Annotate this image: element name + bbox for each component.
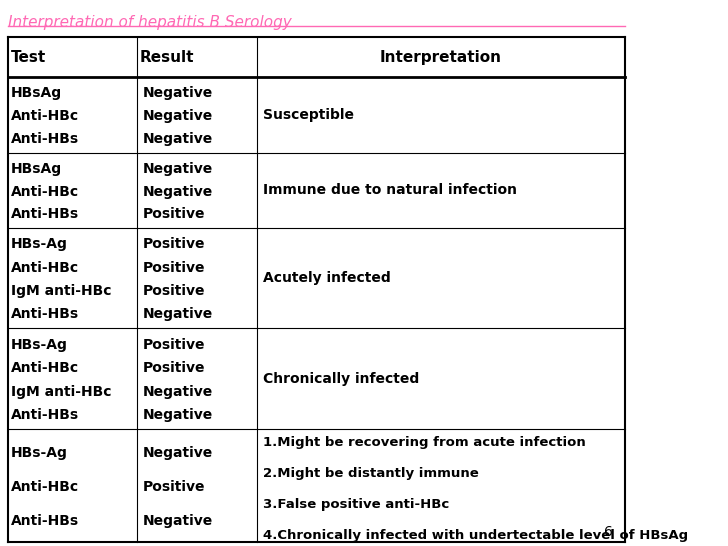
Text: Negative: Negative <box>143 514 213 529</box>
Text: Anti-HBc: Anti-HBc <box>11 261 79 275</box>
Text: HBsAg: HBsAg <box>11 86 62 100</box>
Text: Susceptible: Susceptible <box>263 108 354 122</box>
Text: 3.False positive anti-HBc: 3.False positive anti-HBc <box>263 498 449 511</box>
Text: Positive: Positive <box>143 284 206 298</box>
Text: Negative: Negative <box>143 132 213 146</box>
Text: Anti-HBc: Anti-HBc <box>11 109 79 123</box>
Text: Positive: Positive <box>143 261 206 275</box>
Text: Negative: Negative <box>143 109 213 123</box>
Text: Positive: Positive <box>143 361 206 375</box>
Text: Negative: Negative <box>143 408 213 422</box>
Text: Negative: Negative <box>143 307 213 322</box>
Text: Negative: Negative <box>143 162 213 176</box>
Text: Positive: Positive <box>143 338 206 352</box>
Text: Acutely infected: Acutely infected <box>263 271 391 286</box>
Text: Interpretation: Interpretation <box>380 50 502 64</box>
Text: Anti-HBs: Anti-HBs <box>11 132 79 146</box>
Text: Negative: Negative <box>143 86 213 100</box>
Text: 4.Chronically infected with undertectable level of HBsAg: 4.Chronically infected with undertectabl… <box>263 529 688 542</box>
Text: Positive: Positive <box>143 238 206 251</box>
Text: Test: Test <box>11 50 46 64</box>
Text: Anti-HBs: Anti-HBs <box>11 207 79 221</box>
Text: Positive: Positive <box>143 480 206 494</box>
Text: 6: 6 <box>604 525 613 539</box>
Text: IgM anti-HBc: IgM anti-HBc <box>11 284 111 298</box>
Text: 1.Might be recovering from acute infection: 1.Might be recovering from acute infecti… <box>263 436 585 449</box>
Text: HBs-Ag: HBs-Ag <box>11 446 68 460</box>
Text: Immune due to natural infection: Immune due to natural infection <box>263 183 517 198</box>
Text: Negative: Negative <box>143 384 213 399</box>
Text: Chronically infected: Chronically infected <box>263 372 419 385</box>
Text: Anti-HBs: Anti-HBs <box>11 408 79 422</box>
Text: Result: Result <box>140 50 194 64</box>
Text: HBs-Ag: HBs-Ag <box>11 238 68 251</box>
Text: Anti-HBs: Anti-HBs <box>11 514 79 529</box>
Text: Positive: Positive <box>143 207 206 221</box>
Text: Anti-HBc: Anti-HBc <box>11 480 79 494</box>
Text: HBs-Ag: HBs-Ag <box>11 338 68 352</box>
Text: IgM anti-HBc: IgM anti-HBc <box>11 384 111 399</box>
Text: Negative: Negative <box>143 185 213 199</box>
Text: Anti-HBc: Anti-HBc <box>11 361 79 375</box>
Text: Interpretation of hepatitis B Serology: Interpretation of hepatitis B Serology <box>8 15 291 30</box>
Text: HBsAg: HBsAg <box>11 162 62 176</box>
Text: 2.Might be distantly immune: 2.Might be distantly immune <box>263 467 478 480</box>
Text: Anti-HBc: Anti-HBc <box>11 185 79 199</box>
Text: Negative: Negative <box>143 446 213 460</box>
Text: Anti-HBs: Anti-HBs <box>11 307 79 322</box>
